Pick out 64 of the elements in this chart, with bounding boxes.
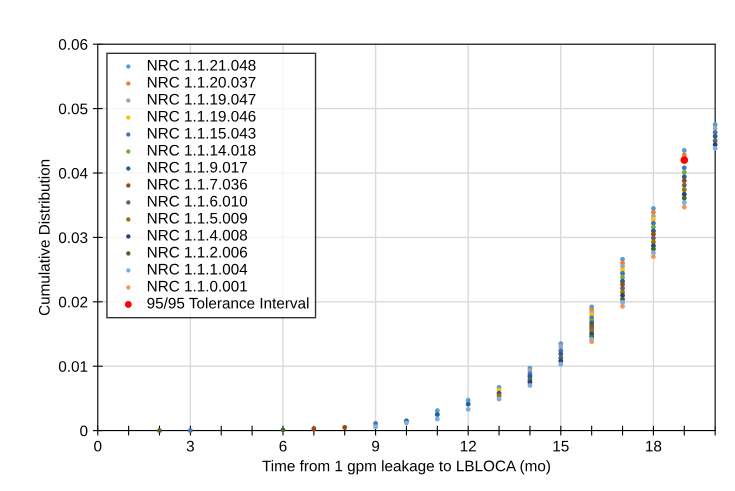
y-tick-label: 0.06 <box>58 39 88 50</box>
y-tick-label: 0.01 <box>58 361 88 372</box>
legend-label: NRC 1.1.1.004 <box>148 264 248 275</box>
point <box>620 256 625 262</box>
point <box>682 187 687 192</box>
point <box>682 196 687 201</box>
x-axis-title: Time from 1 gpm leakage to LBLOCA (mo) <box>262 460 550 474</box>
point <box>682 182 687 188</box>
point <box>620 300 625 305</box>
point <box>620 286 625 291</box>
legend-label: NRC 1.1.2.006 <box>148 246 248 258</box>
point <box>682 200 687 206</box>
point <box>157 428 162 434</box>
point <box>434 412 440 417</box>
y-tick-label: 0.03 <box>58 232 88 244</box>
legend-label: 95/95 Tolerance Interval <box>147 297 308 309</box>
point <box>651 254 656 260</box>
y-tick-label: 0 <box>80 425 88 436</box>
point <box>558 362 564 367</box>
x-tick-label: 18 <box>646 440 662 452</box>
point <box>682 178 687 184</box>
legend-label: NRC 1.1.0.001 <box>148 280 247 292</box>
point <box>682 204 687 210</box>
point <box>466 402 471 407</box>
legend-label: NRC 1.1.20.037 <box>148 76 256 88</box>
legend-label: NRC 1.1.14.018 <box>148 144 256 156</box>
y-tick-label: 0.05 <box>58 103 88 114</box>
x-tick-label: 15 <box>553 440 569 452</box>
x-tick-label: 12 <box>460 440 476 452</box>
point <box>680 156 688 164</box>
legend-label: NRC 1.1.15.043 <box>148 128 256 139</box>
x-tick-label: 0 <box>94 440 102 452</box>
point <box>712 134 718 139</box>
point <box>620 304 625 309</box>
point <box>311 426 316 432</box>
point <box>434 416 440 422</box>
point <box>682 148 687 153</box>
point <box>342 424 348 430</box>
legend-label: NRC 1.1.19.046 <box>148 110 256 122</box>
legend-label: NRC 1.1.6.010 <box>148 196 248 207</box>
legend-label: NRC 1.1.5.009 <box>148 212 247 224</box>
point <box>620 271 625 276</box>
legend-label: NRC 1.1.7.036 <box>148 178 248 190</box>
point <box>589 339 594 344</box>
legend-label: NRC 1.1.9.017 <box>148 162 247 173</box>
x-tick-label: 3 <box>186 440 194 452</box>
point <box>712 146 718 151</box>
x-tick-label: 6 <box>280 440 287 452</box>
point <box>682 170 687 175</box>
y-axis-title: Cumulative Distribution <box>38 160 50 316</box>
point <box>188 428 193 434</box>
point <box>496 396 502 402</box>
legend-label: NRC 1.1.21.048 <box>148 60 256 71</box>
y-tick-label: 0.02 <box>58 296 88 308</box>
point <box>682 165 687 170</box>
legend-label: NRC 1.1.4.008 <box>148 230 248 241</box>
legend-label: NRC 1.1.19.047 <box>148 94 256 105</box>
point <box>280 428 286 432</box>
point <box>651 246 656 252</box>
y-tick-label: 0.04 <box>58 168 88 179</box>
point <box>466 406 471 412</box>
point <box>373 424 378 430</box>
x-tick-label: 9 <box>372 440 380 452</box>
point <box>528 383 532 388</box>
